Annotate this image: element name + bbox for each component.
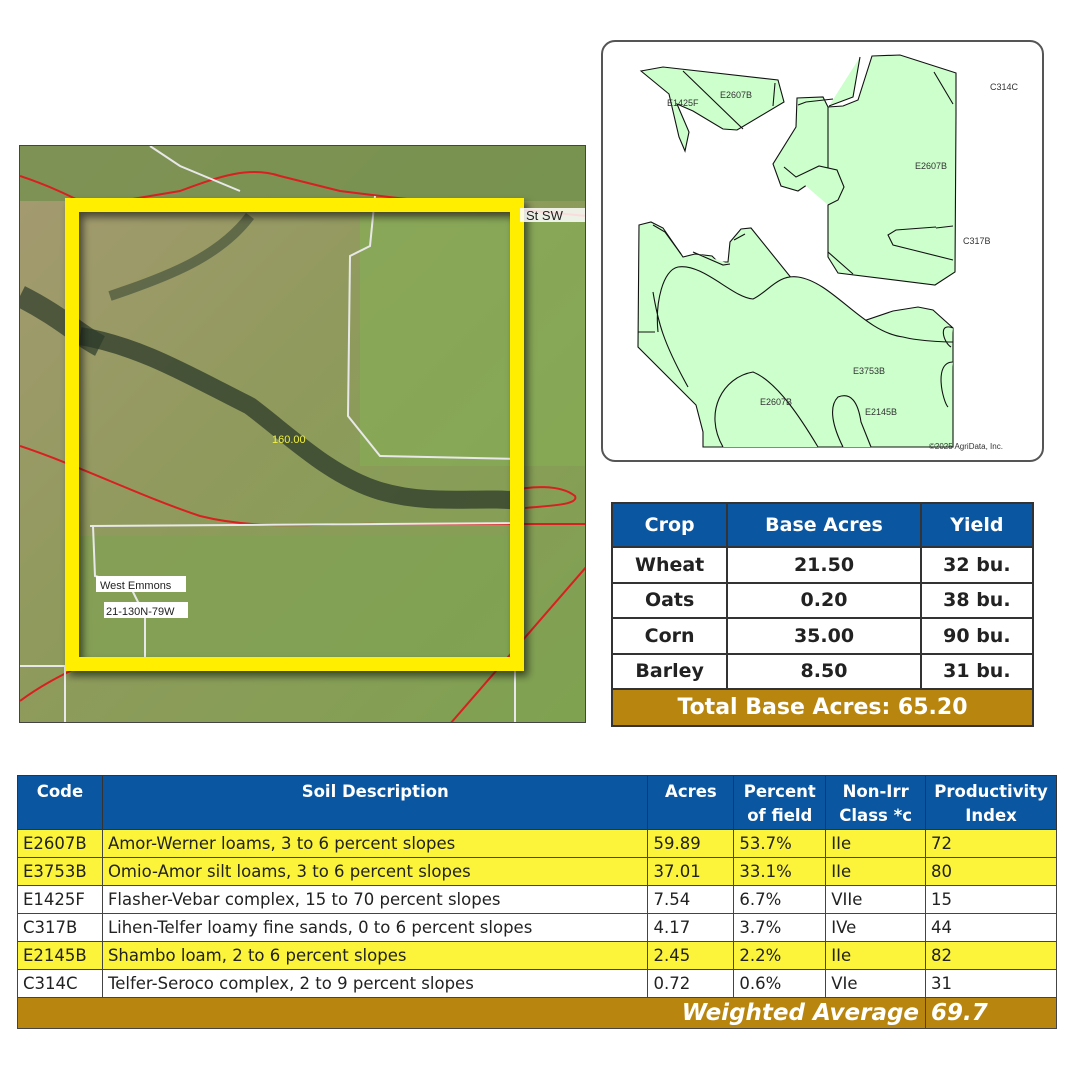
- percent-cell: 6.7%: [733, 885, 827, 914]
- soil-label: E1425F: [667, 98, 699, 108]
- yield-cell: 31 bu.: [919, 652, 1035, 690]
- class-cell: IIe: [825, 829, 927, 858]
- acreage-label: 160.00: [272, 434, 306, 446]
- description-cell: Shambo loam, 2 to 6 percent slopes: [101, 941, 649, 970]
- soil-table: Code Soil Description Acres Percent of f…: [16, 775, 1057, 1029]
- acres-cell: 35.00: [726, 617, 922, 655]
- percent-cell: 3.7%: [733, 913, 827, 942]
- section-label: 21-130N-79W: [106, 606, 175, 618]
- code-cell: C317B: [17, 913, 103, 942]
- description-cell: Flasher-Vebar complex, 15 to 70 percent …: [101, 885, 649, 914]
- col-header: Yield: [919, 502, 1035, 548]
- code-cell: E2607B: [17, 829, 103, 858]
- class-cell: IIe: [825, 857, 927, 886]
- copyright: ©2025 AgriData, Inc.: [929, 442, 1003, 451]
- productivity-cell: 72: [925, 829, 1057, 858]
- soil-label: E2145B: [865, 407, 897, 417]
- yield-cell: 38 bu.: [919, 581, 1035, 619]
- col-header: Acres: [647, 775, 735, 830]
- weighted-average-value: 69.7: [925, 997, 1057, 1029]
- table-row: Corn 35.00 90 bu.: [610, 617, 1035, 655]
- total-base-acres: Total Base Acres: 65.20: [611, 688, 1034, 727]
- code-cell: E3753B: [17, 857, 103, 886]
- crop-cell: Corn: [610, 617, 729, 655]
- table-row: C314C Telfer-Seroco complex, 2 to 9 perce…: [17, 969, 1057, 998]
- acres-cell: 59.89: [647, 829, 735, 858]
- soil-label: E3753B: [853, 366, 885, 376]
- percent-cell: 33.1%: [733, 857, 827, 886]
- table-row: E3753B Omio-Amor silt loams, 3 to 6 perce…: [17, 857, 1057, 886]
- percent-cell: 2.2%: [733, 941, 827, 970]
- productivity-cell: 15: [925, 885, 1057, 914]
- soil-map: E1425F E2607B C314C E2607B C317B E3753B …: [601, 40, 1044, 462]
- acres-cell: 2.45: [647, 941, 735, 970]
- productivity-cell: 82: [925, 941, 1057, 970]
- acres-cell: 8.50: [726, 652, 922, 690]
- class-cell: VIIe: [825, 885, 927, 914]
- soil-label: E2607B: [760, 397, 792, 407]
- productivity-cell: 44: [925, 913, 1057, 942]
- class-cell: VIe: [825, 969, 927, 998]
- crop-base-acres-table: Crop Base Acres Yield Wheat 21.50 32 bu. O…: [610, 502, 1035, 727]
- road-label: St SW: [526, 208, 564, 223]
- col-header: Base Acres: [726, 502, 922, 548]
- percent-cell: 0.6%: [733, 969, 827, 998]
- col-header: Code: [17, 775, 103, 830]
- table-row: Barley 8.50 31 bu.: [610, 652, 1035, 690]
- description-cell: Omio-Amor silt loams, 3 to 6 percent slo…: [101, 857, 649, 886]
- percent-cell: 53.7%: [733, 829, 827, 858]
- class-cell: IIe: [825, 941, 927, 970]
- col-header: Productivity Index: [925, 775, 1057, 830]
- table-row: Wheat 21.50 32 bu.: [610, 546, 1035, 584]
- acres-cell: 0.72: [647, 969, 735, 998]
- table-row: C317B Lihen-Telfer loamy fine sands, 0 to…: [17, 913, 1057, 942]
- description-cell: Telfer-Seroco complex, 2 to 9 percent sl…: [101, 969, 649, 998]
- aerial-map: St SW 160.00 West Emmons 21-130N-79W: [19, 145, 586, 723]
- yield-cell: 32 bu.: [919, 546, 1035, 584]
- soil-label: E2607B: [915, 161, 947, 171]
- acres-cell: 7.54: [647, 885, 735, 914]
- productivity-cell: 80: [925, 857, 1057, 886]
- acres-cell: 21.50: [726, 546, 922, 584]
- township-label: West Emmons: [100, 580, 172, 592]
- table-row: E2607B Amor-Werner loams, 3 to 6 percent …: [17, 829, 1057, 858]
- property-boundary: [65, 198, 524, 671]
- crop-cell: Oats: [610, 581, 729, 619]
- soil-label: E2607B: [720, 90, 752, 100]
- class-cell: IVe: [825, 913, 927, 942]
- table-row: E2145B Shambo loam, 2 to 6 percent slopes…: [17, 941, 1057, 970]
- crop-cell: Wheat: [610, 546, 729, 584]
- weighted-average-label: Weighted Average: [16, 997, 927, 1029]
- soil-label: C314C: [990, 82, 1019, 92]
- productivity-cell: 31: [925, 969, 1057, 998]
- col-header: Non-Irr Class *c: [825, 775, 927, 830]
- acres-cell: 37.01: [647, 857, 735, 886]
- col-header: Crop: [610, 502, 729, 548]
- description-cell: Lihen-Telfer loamy fine sands, 0 to 6 pe…: [101, 913, 649, 942]
- description-cell: Amor-Werner loams, 3 to 6 percent slopes: [101, 829, 649, 858]
- soil-label: C317B: [963, 236, 991, 246]
- table-row: E1425F Flasher-Vebar complex, 15 to 70 pe…: [17, 885, 1057, 914]
- col-header: Soil Description: [101, 775, 649, 830]
- acres-cell: 4.17: [647, 913, 735, 942]
- col-header: Percent of field: [733, 775, 827, 830]
- code-cell: E1425F: [17, 885, 103, 914]
- code-cell: E2145B: [17, 941, 103, 970]
- table-row: Oats 0.20 38 bu.: [610, 581, 1035, 619]
- yield-cell: 90 bu.: [919, 617, 1035, 655]
- crop-cell: Barley: [610, 652, 729, 690]
- code-cell: C314C: [17, 969, 103, 998]
- acres-cell: 0.20: [726, 581, 922, 619]
